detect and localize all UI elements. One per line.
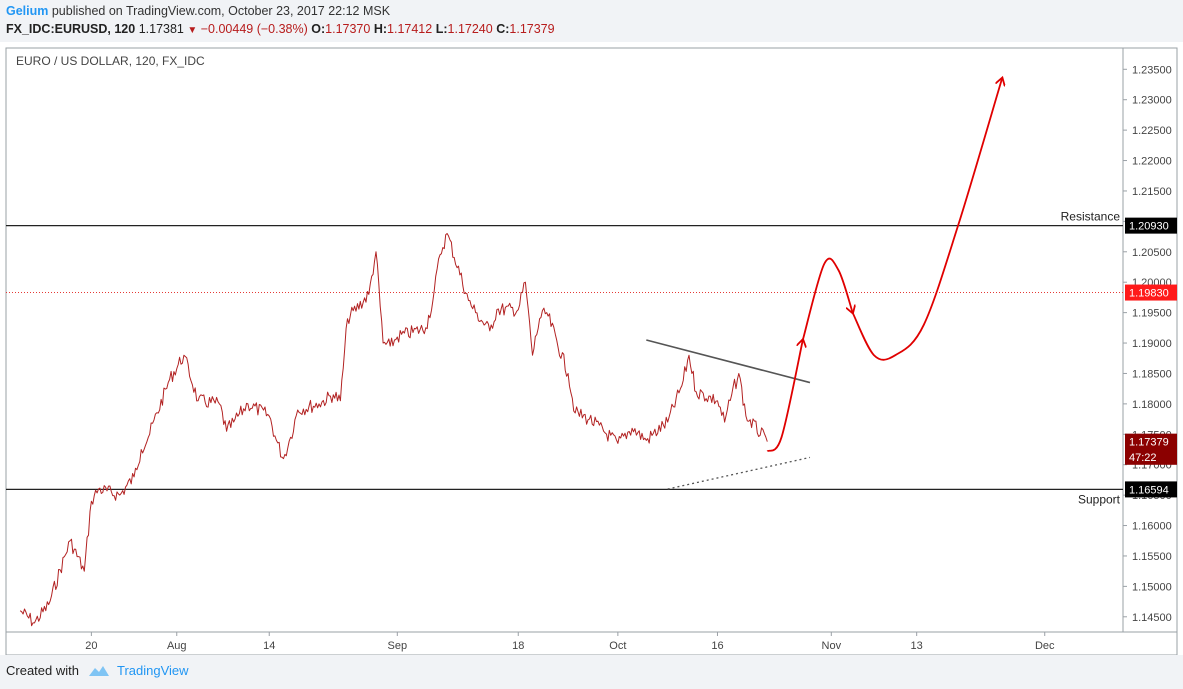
forecast-arrow-2 bbox=[801, 257, 853, 341]
publish-info: Gelium published on TradingView.com, Oct… bbox=[6, 4, 390, 18]
forecast-arrow-1 bbox=[766, 340, 803, 453]
price-labels: 1.20930 1.19830 1.17379 47:22 1.16594 bbox=[1125, 217, 1177, 498]
y-tick-label: 1.15500 bbox=[1132, 551, 1172, 563]
upper-trendline bbox=[646, 339, 811, 384]
x-tick-label: Nov bbox=[822, 640, 842, 652]
price-chart[interactable]: EURO / US DOLLAR, 120, FX_IDC 1.23500 1.2… bbox=[0, 42, 1183, 655]
chart-footer: Created with TradingView bbox=[0, 655, 1183, 689]
y-tick-label: 1.23500 bbox=[1132, 64, 1172, 76]
y-tick-label: 1.19500 bbox=[1132, 308, 1172, 320]
price-label-box bbox=[1125, 481, 1177, 498]
chart-frame bbox=[5, 47, 1178, 655]
y-tick-label: 1.18500 bbox=[1132, 368, 1172, 380]
y-tick-label: 1.14500 bbox=[1132, 612, 1172, 624]
price-line bbox=[19, 233, 768, 627]
down-arrow-icon: ▼ bbox=[187, 25, 198, 36]
price-label-box bbox=[1125, 217, 1177, 234]
x-tick-label: Aug bbox=[167, 640, 187, 652]
x-tick-label: 18 bbox=[512, 640, 524, 652]
y-tick-label: 1.16000 bbox=[1132, 521, 1172, 533]
open-label: O: bbox=[311, 22, 326, 36]
high-label: H: bbox=[373, 22, 388, 36]
price-label-text: 1.20930 bbox=[1129, 221, 1169, 233]
x-tick-label: 16 bbox=[711, 640, 723, 652]
x-tick-label: 20 bbox=[85, 640, 97, 652]
chart-title: EURO / US DOLLAR, 120, FX_IDC bbox=[16, 54, 205, 68]
ohlc-bar: FX_IDC:EURUSD, 120 1.17381 ▼ −0.00449 (−… bbox=[6, 22, 555, 36]
price-change: −0.00449 (−0.38%) bbox=[200, 22, 308, 36]
price-label-text: 47:22 bbox=[1129, 452, 1157, 464]
publish-text: published on TradingView.com, October 23… bbox=[51, 4, 391, 18]
x-tick-label: Sep bbox=[388, 640, 408, 652]
author-link[interactable]: Gelium bbox=[6, 4, 49, 18]
price-label-text: 1.19830 bbox=[1129, 288, 1169, 300]
price-label-text: 1.16594 bbox=[1129, 484, 1169, 496]
x-tick-label: 14 bbox=[263, 640, 275, 652]
symbol-label: FX_IDC:EURUSD, 120 bbox=[6, 22, 136, 36]
high-value: 1.17412 bbox=[387, 22, 433, 36]
drawings bbox=[646, 78, 1003, 490]
chart-header: Gelium published on TradingView.com, Oct… bbox=[0, 0, 1183, 42]
close-value: 1.17379 bbox=[509, 22, 555, 36]
price-label-box bbox=[1125, 433, 1177, 450]
low-value: 1.17240 bbox=[447, 22, 493, 36]
price-label-box bbox=[1125, 284, 1177, 301]
close-label: C: bbox=[496, 22, 510, 36]
y-tick-label: 1.23000 bbox=[1132, 95, 1172, 107]
y-tick-label: 1.22000 bbox=[1132, 156, 1172, 168]
last-price: 1.17381 bbox=[138, 22, 184, 36]
x-tick-label: Oct bbox=[609, 640, 626, 652]
lower-trendline bbox=[667, 456, 811, 490]
x-tick-label: 13 bbox=[911, 640, 923, 652]
y-tick-label: 1.18000 bbox=[1132, 399, 1172, 411]
open-value: 1.17370 bbox=[325, 22, 371, 36]
created-with: Created with TradingView bbox=[6, 663, 189, 678]
y-tick-label: 1.21500 bbox=[1132, 186, 1172, 198]
tradingview-link[interactable]: TradingView bbox=[116, 663, 189, 678]
support-label: Support bbox=[1078, 492, 1121, 506]
y-tick-label: 1.22500 bbox=[1132, 125, 1172, 137]
price-series bbox=[19, 233, 768, 627]
tradingview-cloud-icon bbox=[88, 665, 109, 676]
price-label-box bbox=[1125, 448, 1177, 465]
y-tick-label: 1.19000 bbox=[1132, 338, 1172, 350]
resistance-label: Resistance bbox=[1061, 210, 1121, 224]
low-label: L: bbox=[435, 22, 448, 36]
y-tick-label: 1.15000 bbox=[1132, 581, 1172, 593]
price-label-text: 1.17379 bbox=[1129, 437, 1169, 449]
x-tick-label: Dec bbox=[1035, 640, 1055, 652]
created-with-text: Created with bbox=[6, 663, 79, 678]
forecast-arrow-3 bbox=[851, 78, 1003, 361]
time-axis: 20 Aug 14 Sep 18 Oct 16 Nov 13 Dec bbox=[85, 632, 1055, 652]
y-tick-label: 1.20500 bbox=[1132, 247, 1172, 259]
